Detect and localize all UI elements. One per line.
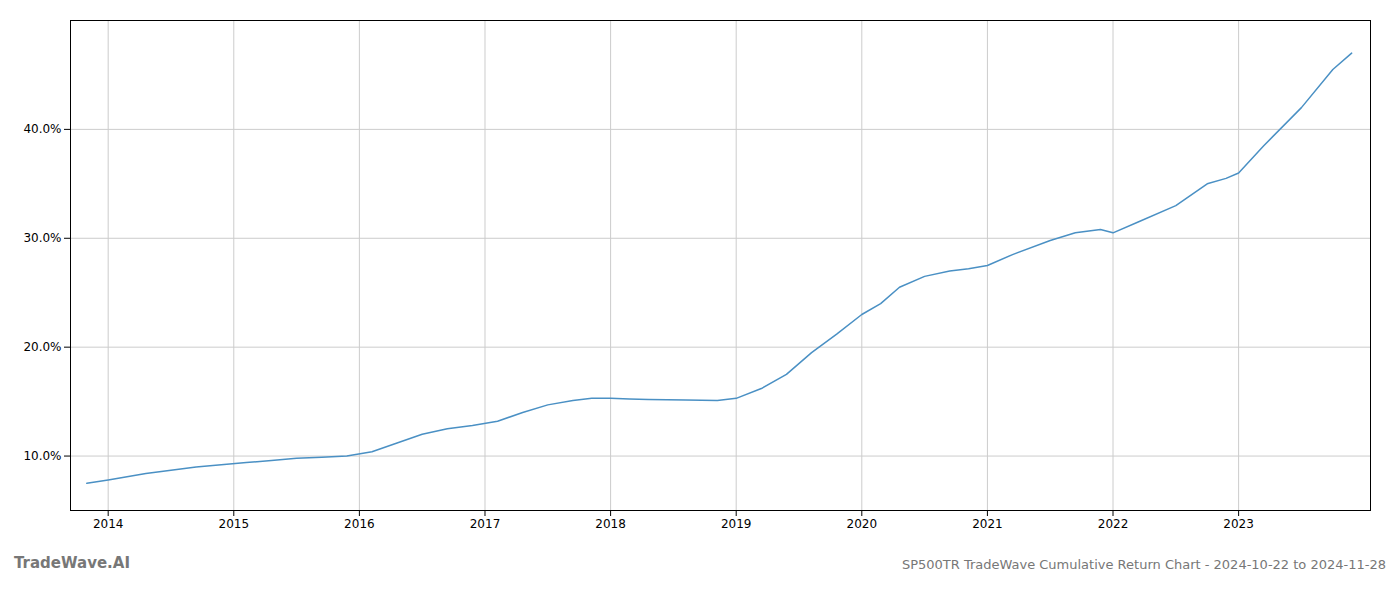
- html-text:TradeWave.AI: TradeWave.AI: [14, 554, 130, 572]
- svg-text:2015: 2015: [219, 517, 250, 531]
- svg-text:2014: 2014: [93, 517, 124, 531]
- svg-text:2023: 2023: [1223, 517, 1254, 531]
- svg-text:2022: 2022: [1098, 517, 1129, 531]
- svg-text:20.0%: 20.0%: [23, 340, 61, 354]
- svg-text:2018: 2018: [595, 517, 626, 531]
- svg-text:2021: 2021: [972, 517, 1003, 531]
- svg-text:2016: 2016: [344, 517, 375, 531]
- svg-text:2019: 2019: [721, 517, 752, 531]
- svg-text:40.0%: 40.0%: [23, 122, 61, 136]
- svg-text:30.0%: 30.0%: [23, 231, 61, 245]
- html-text:SP500TR TradeWave Cumulative R: SP500TR TradeWave Cumulative Return Char…: [901, 557, 1386, 572]
- svg-text:2020: 2020: [847, 517, 878, 531]
- svg-text:2017: 2017: [470, 517, 501, 531]
- svg-text:10.0%: 10.0%: [23, 449, 61, 463]
